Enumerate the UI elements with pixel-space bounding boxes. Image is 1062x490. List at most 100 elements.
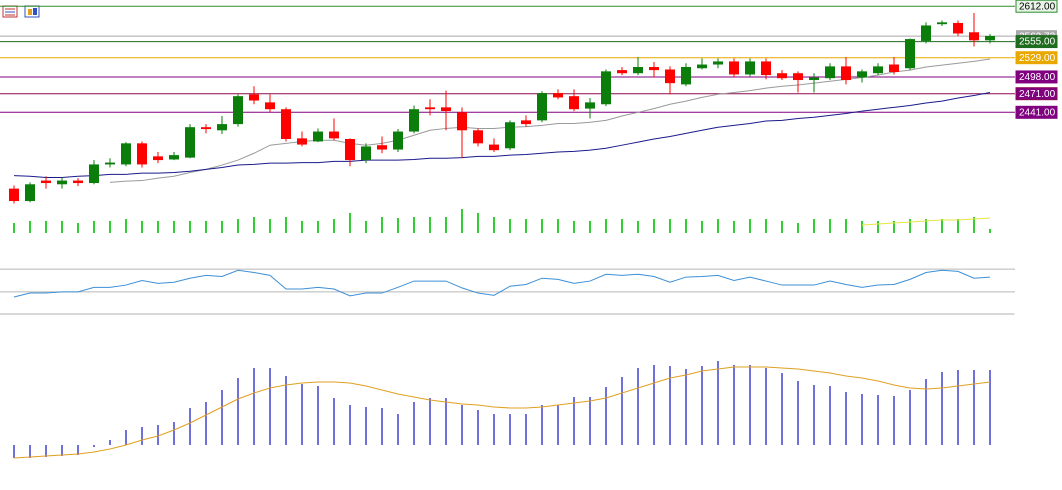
bar [173,221,175,233]
candle-body [633,67,643,74]
candle-body [601,71,611,105]
bar [349,405,351,445]
candle-body [761,61,771,76]
candle-body [409,109,419,132]
candle-body [921,25,931,41]
bar [365,221,367,233]
bar [397,218,399,233]
bar [301,221,303,233]
candle-body [889,64,899,72]
candle-body [969,32,979,41]
candle-body [329,131,339,139]
bar [381,217,383,233]
candle-body [393,131,403,150]
bar [429,398,431,445]
bar [685,219,687,233]
bar [445,398,447,445]
candle-body [217,124,227,131]
candle-body [105,162,115,165]
bar [637,221,639,233]
bar [605,387,607,445]
candle-body [713,61,723,65]
bar [61,221,63,233]
candle-body [681,67,691,85]
candle-body [729,61,739,75]
bar [173,422,175,445]
bar [189,408,191,445]
candle-body [777,73,787,79]
bar [893,221,895,233]
bar [957,370,959,445]
bar [61,445,63,456]
level-label: 2555.00 [1019,37,1056,48]
level-box [1015,51,1058,65]
candle-body [905,39,915,69]
candle-body [249,94,259,101]
bar [973,217,975,233]
toolbar-icons [2,5,40,18]
bar [29,445,31,458]
bar [93,221,95,233]
candle-body [457,112,467,131]
candle-body [425,107,435,110]
bar [909,390,911,445]
level-label: 2612.00 [1019,1,1056,12]
candle-body [857,71,867,78]
candle-body [313,131,323,142]
bar [813,219,815,233]
bar [717,219,719,233]
bar [13,223,15,233]
level-box [1015,35,1058,49]
candle-body [153,156,163,161]
bar [989,229,991,233]
candle-body [793,73,803,81]
bar [829,219,831,233]
bar [861,221,863,233]
candle-body [585,102,595,109]
bar [253,217,255,233]
bar [317,221,319,233]
bar [93,445,95,447]
level-label: 2441.00 [1019,107,1056,118]
bar [941,219,943,233]
bar [669,219,671,233]
candle-body [57,180,67,185]
bar [509,414,511,445]
bar [253,368,255,445]
bar [413,402,415,445]
candle-body [201,127,211,130]
bar [237,219,239,233]
bar [989,370,991,445]
series-line [13,91,991,178]
candle-body [297,138,307,145]
candle-body [281,109,291,139]
bar [77,223,79,233]
candle-body [121,143,131,165]
bar [621,377,623,445]
bar [653,365,655,445]
bar [765,219,767,233]
level-label: 2498.00 [1019,72,1056,83]
bar [925,219,927,233]
bar [461,405,463,445]
candle-body [361,146,371,161]
bar [605,219,607,233]
bar [893,396,895,445]
bar [877,395,879,445]
candle-body [377,145,387,150]
bar [669,366,671,445]
bar [525,414,527,445]
candle-body [489,144,499,151]
bar [333,219,335,233]
bar [765,368,767,445]
bar [925,379,927,445]
bar [317,386,319,445]
bar [381,408,383,445]
series-line [861,217,991,226]
bar [477,213,479,233]
candle-body [137,143,147,165]
bar [205,221,207,233]
candle-body [9,188,19,202]
bar [429,217,431,233]
